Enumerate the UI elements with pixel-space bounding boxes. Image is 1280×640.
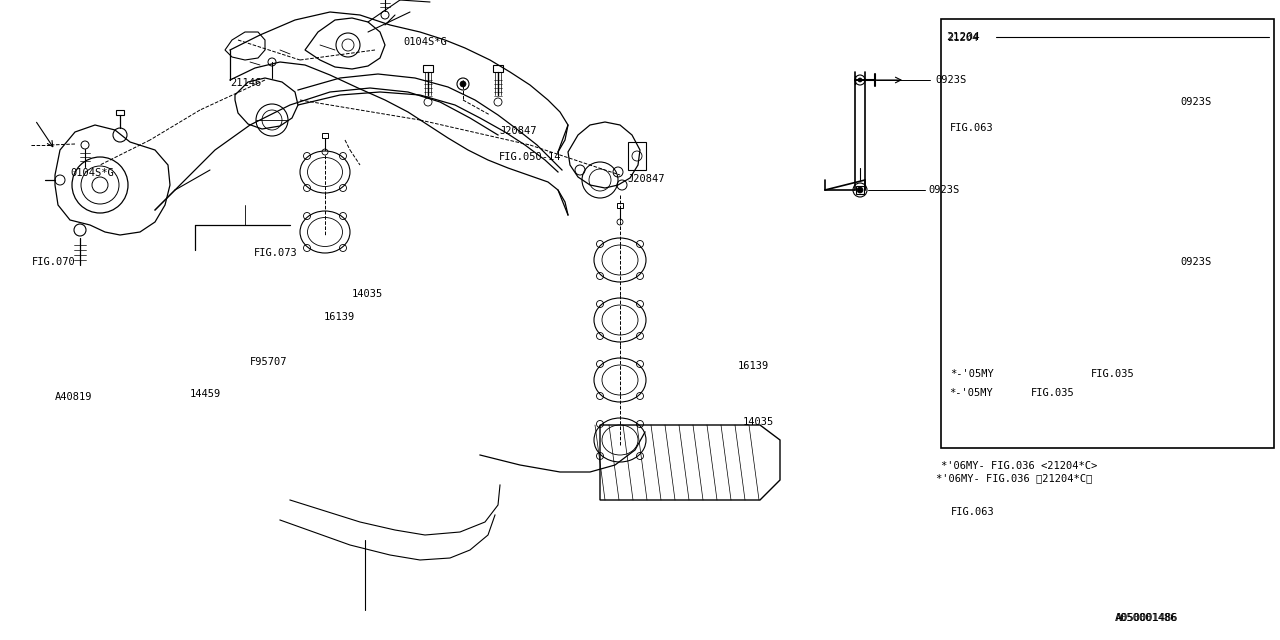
Text: J20847: J20847 (499, 126, 536, 136)
Text: FIG.035: FIG.035 (1030, 388, 1074, 398)
Text: 0104S*G: 0104S*G (403, 36, 447, 47)
Text: 0923S: 0923S (1180, 257, 1211, 268)
Text: 21204: 21204 (946, 32, 979, 42)
Bar (323, 133, 328, 138)
Text: FIG.070: FIG.070 (32, 257, 76, 268)
Bar (116, 110, 124, 115)
Bar (493, 65, 503, 72)
Text: FIG.073: FIG.073 (253, 248, 297, 258)
Bar (628, 142, 646, 170)
Text: 0923S: 0923S (934, 75, 966, 85)
Text: FIG.063: FIG.063 (950, 123, 993, 133)
Text: A40819: A40819 (55, 392, 92, 402)
Text: FIG.035: FIG.035 (1091, 369, 1134, 380)
Text: *'06MY- FIG.036 <21204*C>: *'06MY- FIG.036 <21204*C> (941, 461, 1097, 471)
Text: 14035: 14035 (742, 417, 773, 428)
Circle shape (460, 81, 466, 87)
Text: 0923S: 0923S (928, 185, 959, 195)
Text: 21204: 21204 (947, 33, 978, 44)
Bar (941, 19, 1274, 448)
Text: *'06MY- FIG.036 ㈒21204*C〉: *'06MY- FIG.036 ㈒21204*C〉 (936, 473, 1092, 483)
Text: 0923S: 0923S (1180, 97, 1211, 108)
Text: *-'05MY: *-'05MY (950, 369, 993, 380)
Text: A050001486: A050001486 (1116, 612, 1179, 623)
Text: FIG.063: FIG.063 (951, 507, 995, 517)
Text: F95707: F95707 (250, 356, 287, 367)
Text: 0104S*G: 0104S*G (70, 168, 114, 178)
Bar (856, 186, 864, 194)
Circle shape (858, 78, 861, 82)
Text: 14459: 14459 (189, 388, 220, 399)
Text: FIG.050-14: FIG.050-14 (499, 152, 562, 162)
Text: 16139: 16139 (324, 312, 355, 322)
Text: 16139: 16139 (737, 361, 768, 371)
Text: A050001486: A050001486 (1115, 613, 1178, 623)
Text: *-'05MY: *-'05MY (948, 388, 992, 398)
Text: 21146: 21146 (230, 78, 261, 88)
Circle shape (858, 187, 863, 193)
Bar (617, 203, 623, 208)
Text: J20847: J20847 (627, 174, 664, 184)
Text: 14035: 14035 (352, 289, 383, 300)
Bar (422, 65, 433, 72)
